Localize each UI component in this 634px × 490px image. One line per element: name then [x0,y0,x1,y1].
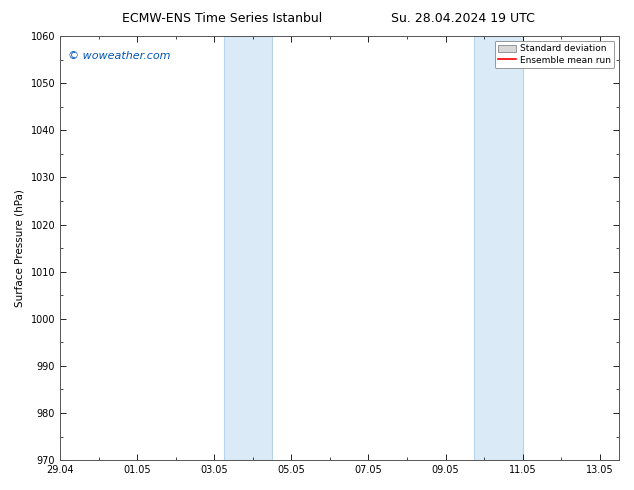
Bar [224,36,272,460]
Text: Su. 28.04.2024 19 UTC: Su. 28.04.2024 19 UTC [391,12,534,25]
Bar [474,36,522,460]
Y-axis label: Surface Pressure (hPa): Surface Pressure (hPa) [15,189,25,307]
Text: © woweather.com: © woweather.com [68,51,171,61]
Text: ECMW-ENS Time Series Istanbul: ECMW-ENS Time Series Istanbul [122,12,322,25]
Legend: Standard deviation, Ensemble mean run: Standard deviation, Ensemble mean run [495,41,614,68]
